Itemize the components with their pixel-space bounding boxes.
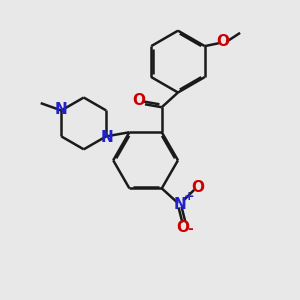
Text: +: + <box>184 190 194 203</box>
Text: O: O <box>191 180 204 195</box>
Text: N: N <box>54 102 67 117</box>
Text: N: N <box>100 130 113 146</box>
Text: O: O <box>216 34 229 49</box>
Text: O: O <box>132 93 145 108</box>
Text: O: O <box>176 220 189 235</box>
Text: N: N <box>174 197 186 212</box>
Text: -: - <box>187 222 193 236</box>
